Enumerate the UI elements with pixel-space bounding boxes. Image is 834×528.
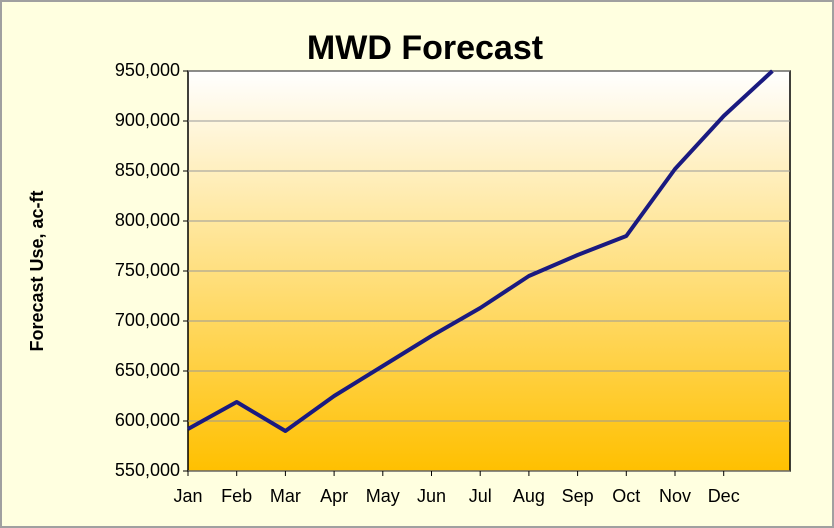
x-tick-label: Sep (562, 486, 594, 506)
y-tick-label: 850,000 (115, 160, 180, 180)
y-tick-label: 950,000 (115, 60, 180, 80)
y-tick-label: 600,000 (115, 410, 180, 430)
x-tick-label: Feb (221, 486, 252, 506)
y-tick-label: 800,000 (115, 210, 180, 230)
y-tick-label: 750,000 (115, 260, 180, 280)
x-tick-label: Jun (417, 486, 446, 506)
x-tick-label: Aug (513, 486, 545, 506)
line (187, 69, 774, 433)
x-tick-label: Jul (469, 486, 492, 506)
y-tick-label: 550,000 (115, 460, 180, 480)
y-tick-label: 700,000 (115, 310, 180, 330)
x-tick-label: Oct (612, 486, 640, 506)
y-tick-label: 650,000 (115, 360, 180, 380)
x-tick-label: Jan (173, 486, 202, 506)
y-axis-label: Forecast Use, ac-ft (27, 190, 47, 351)
x-tick-label: Nov (659, 486, 691, 506)
x-tick-label: Mar (270, 486, 301, 506)
y-tick-label: 900,000 (115, 110, 180, 130)
x-tick-label: Apr (320, 486, 348, 506)
chart-title: MWD Forecast (307, 29, 543, 67)
x-tick-label: May (366, 486, 400, 506)
x-tick-label: Dec (708, 486, 740, 506)
